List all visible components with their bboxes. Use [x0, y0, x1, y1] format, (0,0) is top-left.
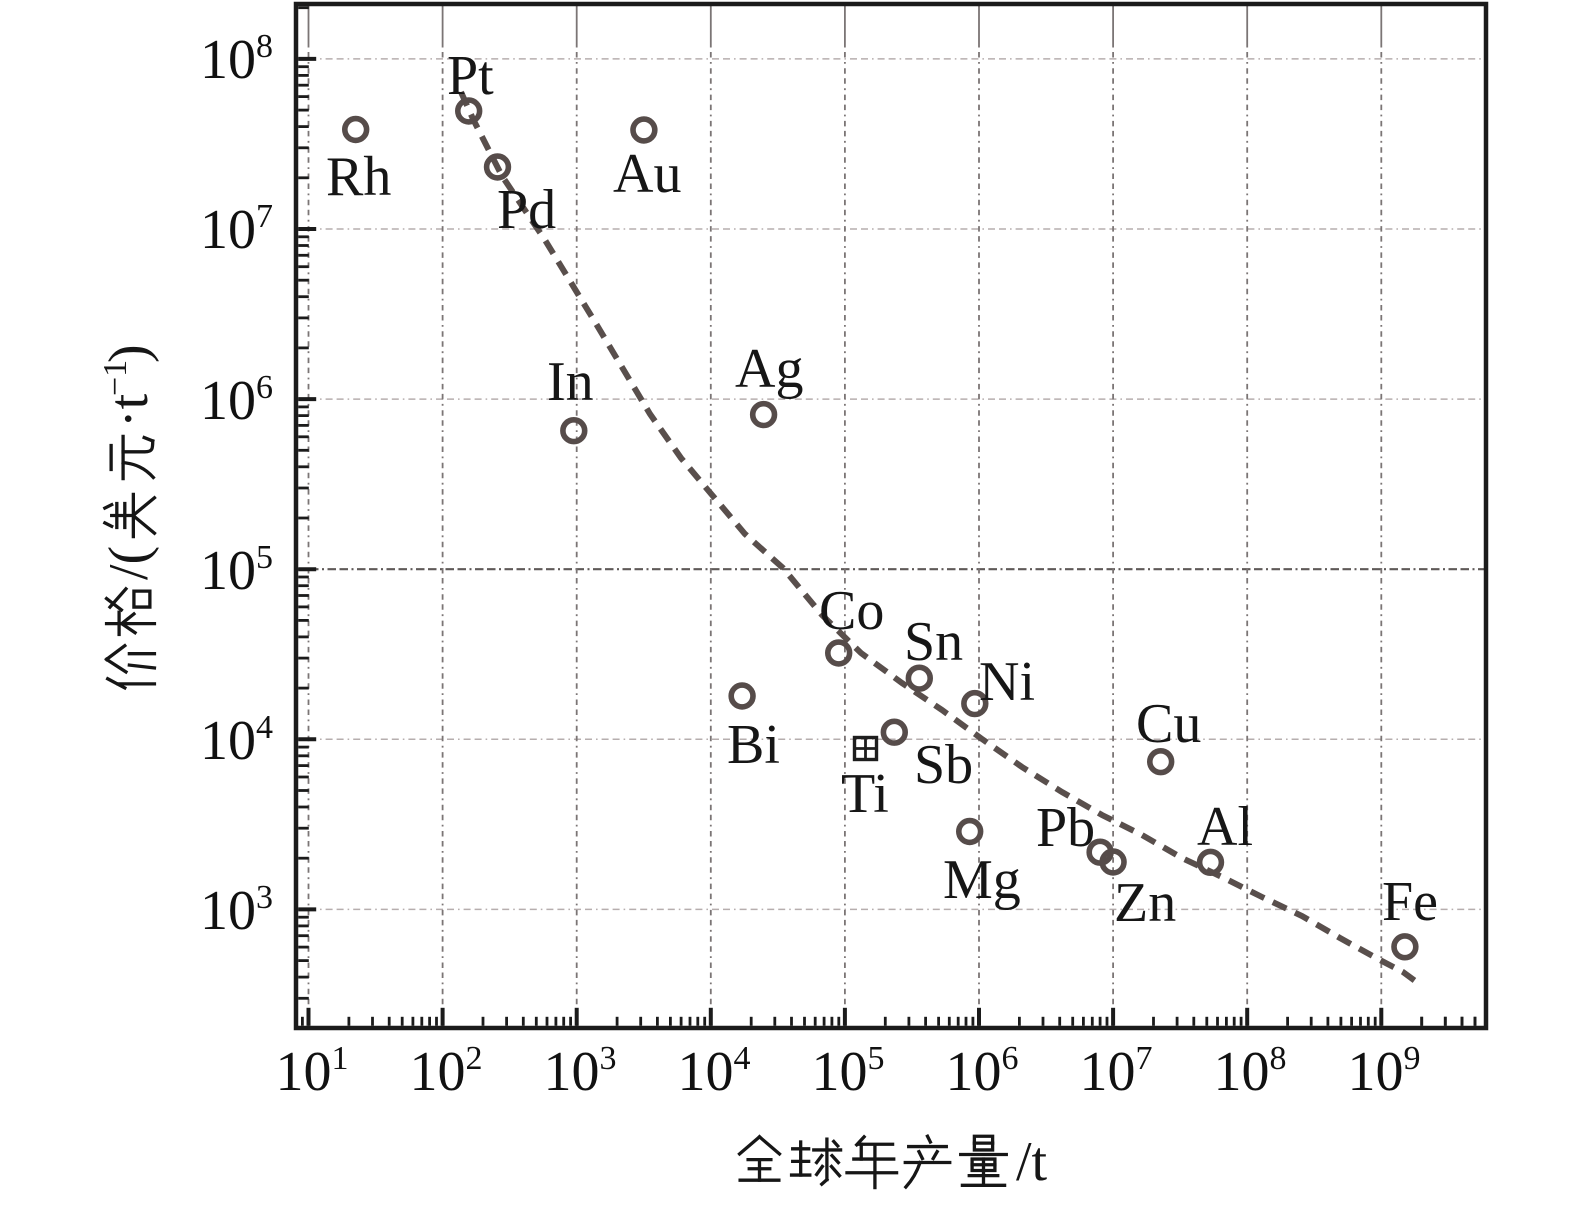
svg-text:·t: ·t — [98, 393, 160, 428]
svg-text:Fe: Fe — [1382, 871, 1438, 933]
svg-text:In: In — [547, 351, 594, 413]
svg-text:/(: /( — [98, 546, 160, 580]
svg-text:Sn: Sn — [904, 611, 963, 673]
svg-text:Al: Al — [1197, 796, 1253, 858]
svg-text:107: 107 — [1080, 1040, 1153, 1103]
svg-text:Ti: Ti — [841, 763, 889, 825]
svg-text:Ag: Ag — [735, 338, 803, 400]
svg-text:Pd: Pd — [497, 179, 556, 241]
svg-text:Au: Au — [613, 143, 681, 205]
svg-text:Co: Co — [819, 580, 884, 642]
svg-text:104: 104 — [678, 1040, 751, 1103]
svg-text:Sb: Sb — [914, 734, 973, 796]
svg-text:Zn: Zn — [1114, 872, 1176, 934]
svg-text:103: 103 — [200, 879, 273, 942]
svg-text:Pb: Pb — [1036, 797, 1095, 859]
svg-text:): ) — [98, 344, 160, 363]
svg-text:−1: −1 — [97, 360, 134, 396]
svg-text:Ni: Ni — [979, 651, 1035, 713]
svg-text:Bi: Bi — [727, 714, 780, 776]
svg-text:Rh: Rh — [326, 146, 391, 208]
svg-text:Cu: Cu — [1136, 693, 1201, 755]
svg-text:Pt: Pt — [447, 45, 494, 107]
svg-text:/t: /t — [1016, 1131, 1048, 1193]
svg-text:Mg: Mg — [943, 849, 1021, 911]
